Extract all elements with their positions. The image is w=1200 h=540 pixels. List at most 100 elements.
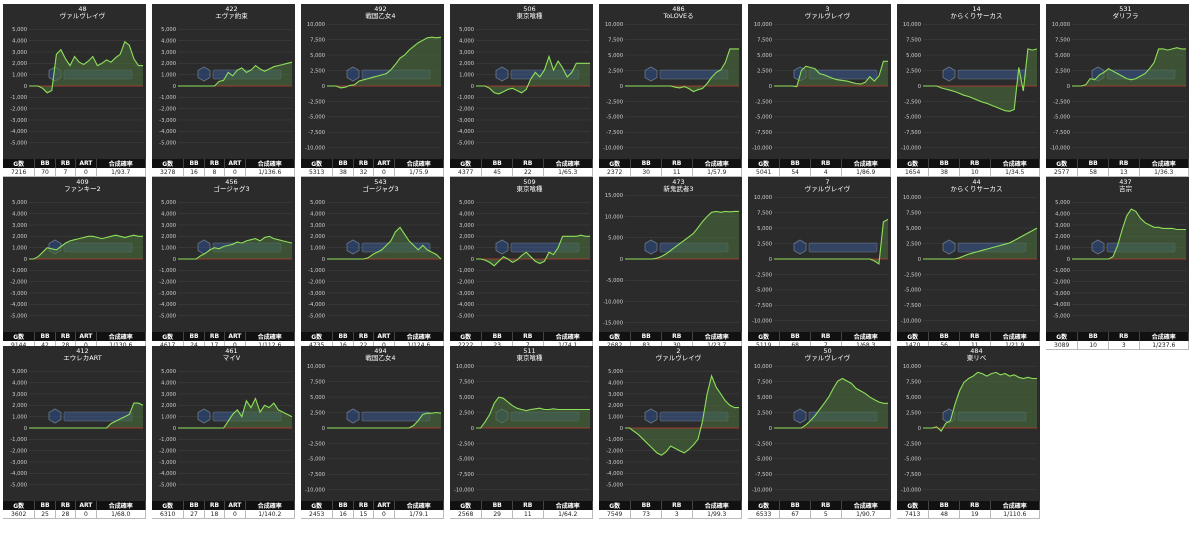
y-tick-label: 7,500 [608,37,623,43]
stats-value-rb: 5 [810,510,842,519]
stats-header-bb: BB [183,501,205,510]
plot-area: 10,000 7,500 5,000 2,500 0 -2,500 -5,000 -7,500… [897,346,1040,501]
machine-name: 東京喰種 [517,353,544,362]
series-area [923,228,1037,259]
stats-value-g: 2453 [301,510,334,519]
stats-table: G数 BB RB 合成確率 2568 29 11 1/64.2 [450,501,594,519]
stats-value-g: 3602 [3,510,36,519]
machine-name: ダリフラ [1113,11,1139,20]
stats-header-bb: BB [779,501,811,510]
stats-value-rate: 1/79.1 [394,510,445,519]
series-line [327,36,442,89]
y-tick-label: 0 [620,257,623,263]
y-tick-label: -3,000 [10,460,27,466]
machine-name: ゴージャグ3 [362,184,398,193]
stats-header-art: ART [224,159,246,168]
stats-table: G数 BB RB 合成確率 1654 38 10 1/34.5 [897,159,1041,177]
stats-header-art: ART [75,332,97,341]
y-tick-label: 10,000 [307,22,325,28]
y-tick-label: 1,000 [161,72,176,78]
machine-name: ToLOVEる [662,12,693,20]
y-tick-label: -2,500 [1053,99,1070,105]
y-tick-label: -10,000 [603,299,623,305]
y-tick-label: -5,000 [606,115,623,121]
stats-value-art: 0 [373,168,395,177]
stats-value-bb: 10 [1077,341,1109,350]
chart-card: 5,000 4,000 3,000 2,000 1,000 0 -1,000 -2,000 -3… [599,346,743,519]
y-tick-label: 0 [769,426,772,432]
series-line [625,210,739,260]
y-tick-label: 4,000 [161,380,176,386]
stats-value-rate: 1/57.9 [692,168,743,177]
y-tick-label: 2,000 [459,61,474,67]
stats-header-rb: RB [204,159,226,168]
y-tick-label: -7,500 [904,303,921,309]
y-tick-label: -7,500 [308,472,325,478]
y-tick-label: 0 [322,257,325,263]
stats-value-rate: 1/64.2 [543,510,594,519]
stats-value-g: 7549 [599,510,632,519]
y-tick-label: -5,000 [308,457,325,463]
series-area [327,412,441,428]
hexagon-logo-icon [793,239,878,255]
y-tick-label: -7,500 [457,472,474,478]
y-tick-label: -5,000 [159,313,176,319]
stats-header-rb: RB [1108,159,1140,168]
stats-header-bb: BB [34,501,56,510]
stats-value-rb: 11 [512,510,544,519]
y-tick-label: 7,500 [757,210,772,216]
y-tick-label: 7,500 [906,210,921,216]
series-area [923,48,1037,112]
y-tick-label: 0 [471,257,474,263]
y-tick-label: -10,000 [901,319,921,325]
stats-header-rate: 合成確率 [990,501,1041,510]
series-area [625,375,739,456]
chart-card: 5,000 4,000 3,000 2,000 1,000 0 -1,000 -2,000 -3… [450,4,594,177]
y-tick-label: -5,000 [10,482,27,488]
y-tick-label: 2,500 [310,410,325,416]
chart-card: 5,000 4,000 3,000 2,000 1,000 0 -1,000 -2,000 -3… [152,177,296,350]
y-tick-label: -3,000 [159,291,176,297]
machine-number: 44 [972,178,980,186]
y-tick-label: 2,000 [161,234,176,240]
stats-header-rate: 合成確率 [245,501,296,510]
y-tick-label: 0 [322,84,325,90]
stats-header-rate: 合成確率 [1139,159,1190,168]
stats-header-bb: BB [183,332,205,341]
y-tick-label: 5,000 [1055,53,1070,59]
stats-header-rb: RB [55,332,77,341]
y-tick-label: -2,000 [457,106,474,112]
stats-header-bb: BB [630,332,662,341]
stats-header-rate: 合成確率 [96,332,147,341]
stats-header-rb: RB [512,159,544,168]
stats-header-art: ART [75,501,97,510]
y-tick-label: 4,000 [608,380,623,386]
stats-header-g: G数 [152,501,185,510]
y-tick-label: -4,000 [159,129,176,135]
stats-header-rate: 合成確率 [543,501,594,510]
y-tick-label: -4,000 [159,471,176,477]
stats-value-g: 5313 [301,168,334,177]
y-tick-label: 7,500 [310,37,325,43]
y-tick-label: 3,000 [161,50,176,56]
y-tick-label: -7,500 [755,303,772,309]
machine-number: 509 [523,178,535,186]
stats-value-g: 2568 [450,510,483,519]
chart-card: 10,000 7,500 5,000 2,500 0 -2,500 -5,000 -7,500… [748,177,892,350]
stats-header-g: G数 [3,332,36,341]
stats-value-bb: 45 [481,168,513,177]
y-tick-label: -1,000 [159,437,176,443]
stats-value-g: 7413 [897,510,930,519]
stats-header-rate: 合成確率 [394,159,445,168]
y-tick-label: -3,000 [10,291,27,297]
series-line [327,226,442,260]
stats-value-bb: 16 [183,168,205,177]
y-tick-label: 2,500 [906,68,921,74]
chart-card: 10,000 7,500 5,000 2,500 0 -2,500 -5,000 -7,500… [599,4,743,177]
y-tick-label: -3,000 [10,118,27,124]
series-area [178,236,292,259]
chart-card: 5,000 4,000 3,000 2,000 1,000 0 -1,000 -2,000 -3… [3,346,147,519]
y-tick-label: -5,000 [457,457,474,463]
series-line [29,40,143,94]
machine-name: 東リベ [967,353,987,362]
